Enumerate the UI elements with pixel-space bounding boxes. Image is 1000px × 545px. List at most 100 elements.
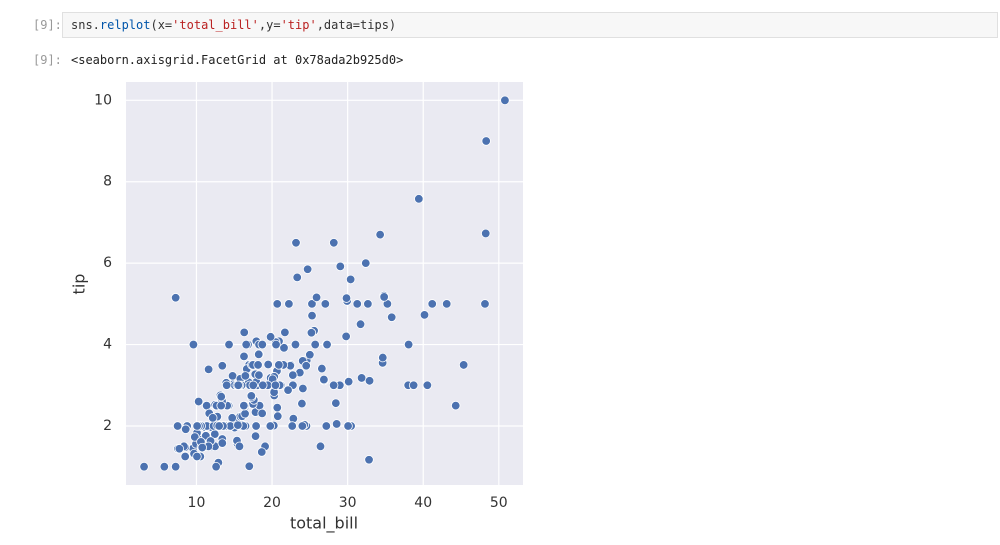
point xyxy=(321,421,332,431)
point xyxy=(310,339,320,350)
point xyxy=(180,451,190,462)
point xyxy=(364,455,374,465)
point xyxy=(288,370,298,380)
point xyxy=(159,461,170,472)
point xyxy=(306,328,317,338)
point xyxy=(273,411,283,421)
point xyxy=(320,299,331,309)
point xyxy=(201,400,212,411)
point xyxy=(361,258,371,268)
point xyxy=(211,461,221,472)
y-tick-label: 4 xyxy=(103,337,112,353)
y-tick-label: 8 xyxy=(103,174,112,190)
point xyxy=(272,299,282,309)
point xyxy=(271,339,281,350)
point xyxy=(341,331,351,342)
point xyxy=(297,398,307,409)
output-text: <seaborn.axisgrid.FacetGrid at 0x78ada2b… xyxy=(71,53,404,67)
point xyxy=(244,461,254,471)
input-prompt: [9]: xyxy=(33,18,62,32)
point xyxy=(345,274,356,285)
point xyxy=(379,292,389,302)
point xyxy=(298,383,308,394)
point xyxy=(329,238,339,248)
point xyxy=(297,421,308,431)
point xyxy=(279,343,289,353)
point xyxy=(307,310,317,321)
point xyxy=(240,371,251,381)
point xyxy=(172,421,183,431)
point xyxy=(292,272,302,283)
point xyxy=(427,299,437,309)
y-tick-label: 6 xyxy=(103,255,112,271)
point xyxy=(254,370,264,380)
point xyxy=(239,327,249,338)
code-token: sns. xyxy=(71,18,100,32)
point xyxy=(305,350,315,360)
code-token: 'tip' xyxy=(280,18,317,32)
point xyxy=(307,299,317,309)
x-tick-label: 10 xyxy=(188,495,206,511)
point xyxy=(170,461,181,472)
point xyxy=(208,413,218,423)
point xyxy=(265,421,276,431)
point xyxy=(234,441,245,452)
point xyxy=(315,441,326,452)
point xyxy=(311,292,322,303)
point xyxy=(190,432,200,442)
point xyxy=(181,424,191,434)
code-cell[interactable]: sns.relplot(x='total_bill',y='tip',data=… xyxy=(62,12,998,38)
point xyxy=(221,380,232,390)
point xyxy=(500,95,510,106)
y-tick-label: 2 xyxy=(103,418,112,434)
point xyxy=(331,419,342,429)
point xyxy=(265,332,276,342)
point xyxy=(291,238,301,248)
point xyxy=(257,447,267,457)
code: sns.relplot(x='total_bill',y='tip',data=… xyxy=(71,18,396,32)
code-token: (x= xyxy=(150,18,173,32)
point xyxy=(217,438,228,448)
point xyxy=(274,360,284,370)
point xyxy=(214,421,224,431)
point xyxy=(284,299,294,309)
point xyxy=(257,339,267,350)
x-tick-label: 30 xyxy=(339,495,357,511)
point xyxy=(139,461,149,472)
x-tick-label: 40 xyxy=(414,495,432,511)
point xyxy=(403,339,414,350)
point xyxy=(302,264,313,274)
point xyxy=(174,444,185,454)
point xyxy=(239,400,249,411)
point xyxy=(270,380,281,390)
code-token: relplot xyxy=(99,18,151,32)
point xyxy=(375,229,385,240)
point xyxy=(378,352,388,363)
point xyxy=(254,349,264,360)
y-axis-label: tip xyxy=(70,274,89,295)
point xyxy=(170,293,181,303)
code-token: ,data=tips) xyxy=(316,18,397,32)
point xyxy=(197,442,207,453)
point xyxy=(239,351,249,362)
code-token: ,y= xyxy=(258,18,281,32)
point xyxy=(263,359,273,370)
point xyxy=(341,293,352,303)
point xyxy=(335,261,345,272)
point xyxy=(188,339,199,350)
point xyxy=(343,376,354,387)
point xyxy=(301,361,311,371)
point xyxy=(356,373,367,383)
point xyxy=(290,339,301,350)
point xyxy=(319,374,329,385)
x-tick-label: 20 xyxy=(263,495,281,511)
point xyxy=(224,339,234,350)
point xyxy=(241,339,251,350)
point xyxy=(414,194,424,204)
point xyxy=(331,398,341,408)
point xyxy=(233,380,243,390)
point xyxy=(233,420,243,430)
point xyxy=(343,421,353,431)
